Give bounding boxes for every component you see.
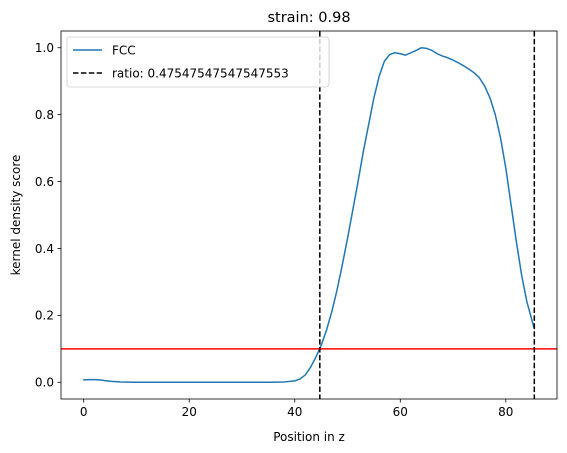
legend-label-0: FCC xyxy=(112,43,136,57)
x-tick-label-20: 20 xyxy=(182,405,197,419)
y-tick-label-5: 1.0 xyxy=(35,41,54,55)
y-tick-label-1: 0.2 xyxy=(35,309,54,323)
x-tick-label-60: 60 xyxy=(393,405,408,419)
x-axis-label: Position in z xyxy=(273,430,345,444)
y-tick-label-0: 0.0 xyxy=(35,376,54,390)
plot-frame xyxy=(60,30,558,400)
legend-label-1: ratio: 0.47547547547547553 xyxy=(112,66,289,80)
plot-content xyxy=(61,31,557,399)
chart-title: strain: 0.98 xyxy=(267,10,350,26)
legend-box xyxy=(66,36,330,88)
series-line-fcc xyxy=(82,46,536,384)
x-tick-label-40: 40 xyxy=(287,405,302,419)
y-axis-label: kernel density score xyxy=(9,155,23,276)
plot-layer: 0 20 40 60 80 0.0 0.2 0.4 0.6 0.8 1.0 FCC ratio: 0.4… xyxy=(35,30,558,419)
x-tick-label-80: 80 xyxy=(498,405,513,419)
y-tick-label-2: 0.4 xyxy=(35,242,54,256)
y-tick-label-3: 0.6 xyxy=(35,175,54,189)
x-tick-label-0: 0 xyxy=(80,405,88,419)
y-tick-label-4: 0.8 xyxy=(35,108,54,122)
